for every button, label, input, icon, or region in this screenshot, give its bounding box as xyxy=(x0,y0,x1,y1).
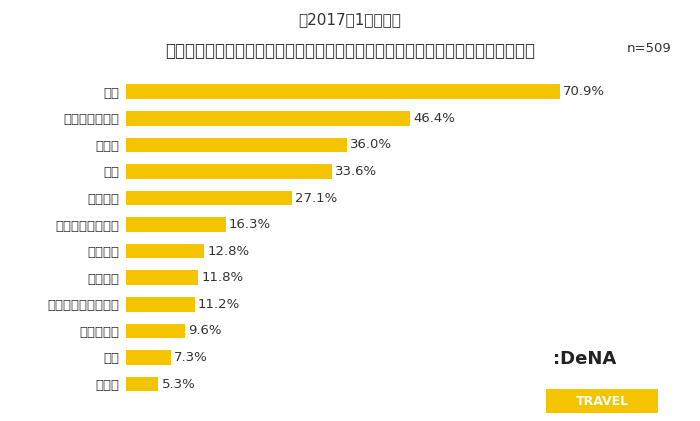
Bar xyxy=(126,324,185,338)
Text: 27.1%: 27.1% xyxy=(295,192,337,205)
Text: 11.8%: 11.8% xyxy=(202,271,244,284)
Text: n=509: n=509 xyxy=(627,42,672,55)
Text: 9.6%: 9.6% xyxy=(188,324,221,337)
Text: 33.6%: 33.6% xyxy=(335,165,377,178)
Bar xyxy=(126,350,171,365)
Text: :DeNA: :DeNA xyxy=(553,350,616,368)
Bar xyxy=(126,138,346,152)
Bar xyxy=(126,244,204,258)
Bar xyxy=(126,270,198,285)
Bar xyxy=(126,111,410,125)
Text: 70.9%: 70.9% xyxy=(564,85,606,98)
Text: 7.3%: 7.3% xyxy=(174,351,207,364)
Text: プレミアムフライデーが導入されたら何をして過ごしたいですか？（複数回答可）: プレミアムフライデーが導入されたら何をして過ごしたいですか？（複数回答可） xyxy=(165,42,535,60)
Text: 【2017年1月調査】: 【2017年1月調査】 xyxy=(299,13,401,28)
Bar xyxy=(126,377,158,391)
Text: 11.2%: 11.2% xyxy=(197,298,240,311)
Text: 12.8%: 12.8% xyxy=(207,245,250,258)
Bar xyxy=(126,297,195,312)
Bar xyxy=(126,217,226,232)
Text: 46.4%: 46.4% xyxy=(413,112,455,125)
Bar xyxy=(126,164,332,179)
Text: 36.0%: 36.0% xyxy=(349,139,391,152)
Text: 16.3%: 16.3% xyxy=(229,218,271,231)
Text: TRAVEL: TRAVEL xyxy=(575,394,629,408)
Bar xyxy=(126,191,292,205)
Text: 5.3%: 5.3% xyxy=(162,378,195,391)
Bar xyxy=(126,85,560,99)
